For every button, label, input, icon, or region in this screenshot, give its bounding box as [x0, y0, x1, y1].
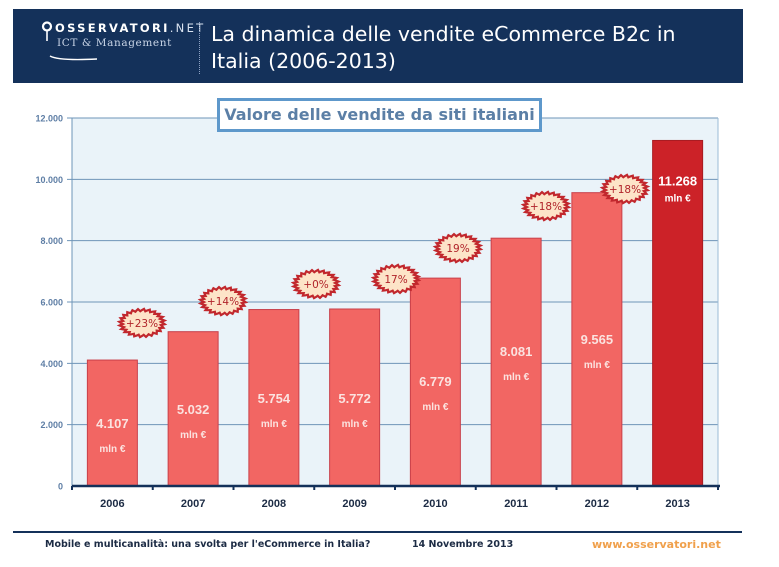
- bar-value-label: 5.754: [258, 391, 291, 406]
- y-tick-label: 6.000: [40, 298, 63, 308]
- footer-presentation-title: Mobile e multicanalità: una svolta per l…: [45, 539, 371, 550]
- growth-badge-label: 17%: [384, 274, 407, 286]
- y-tick-label: 2.000: [40, 420, 63, 430]
- bar-unit-label: mln €: [665, 193, 692, 204]
- x-tick-label: 2010: [423, 498, 447, 510]
- bar-value-label: 4.107: [96, 416, 129, 431]
- x-tick-label: 2011: [504, 498, 528, 510]
- bar-unit-label: mln €: [342, 419, 369, 430]
- growth-badge: [290, 268, 342, 300]
- y-tick-label: 0: [58, 482, 63, 492]
- bar-value-label: 5.032: [177, 402, 210, 417]
- page-title-line-2: Italia (2006-2013): [211, 49, 396, 73]
- growth-badge-label: +23%: [126, 318, 158, 330]
- bar-2010: [409, 277, 461, 487]
- x-tick-label: 2007: [181, 498, 205, 510]
- bar-value-label: 6.779: [419, 374, 452, 389]
- bar-unit-label: mln €: [180, 430, 207, 441]
- bar-value-label: 5.772: [338, 391, 371, 406]
- bar-2008: [248, 309, 300, 487]
- bar-unit-label: mln €: [503, 372, 530, 383]
- x-tick-label: 2009: [342, 498, 366, 510]
- pin-icon: [41, 21, 53, 41]
- growth-badge-label: +14%: [207, 296, 239, 308]
- y-tick-label: 4.000: [40, 359, 63, 369]
- bar-unit-label: mln €: [261, 419, 288, 430]
- footer-date: 14 Novembre 2013: [412, 539, 514, 550]
- header-divider: [199, 22, 200, 74]
- growth-badge: [599, 173, 651, 205]
- bar-2011: [490, 237, 542, 487]
- x-tick-label: 2013: [665, 498, 689, 510]
- growth-badge: [432, 232, 484, 264]
- header-banner: OSSERVATORI.NET ICT & Management La dina…: [13, 9, 743, 83]
- growth-badge-label: +18%: [609, 184, 641, 196]
- growth-badge: [116, 307, 168, 339]
- growth-badge-label: +0%: [303, 279, 328, 291]
- bar-unit-label: mln €: [584, 360, 611, 371]
- y-tick-label: 12.000: [35, 114, 63, 124]
- bar-2013: [652, 139, 704, 487]
- y-tick-label: 10.000: [35, 175, 63, 185]
- logo-subtitle: ICT & Management: [57, 37, 172, 49]
- footer-divider: [13, 531, 742, 533]
- osservatori-logo: OSSERVATORI.NET ICT & Management: [41, 19, 203, 69]
- bar-unit-label: mln €: [99, 444, 126, 455]
- growth-badge-label: +18%: [530, 201, 562, 213]
- growth-badge: [370, 263, 422, 295]
- bar-unit-label: mln €: [422, 402, 449, 413]
- x-tick-label: 2008: [262, 498, 286, 510]
- logo-text: OSSERVATORI.NET: [55, 21, 206, 35]
- growth-badge-label: 19%: [446, 243, 469, 255]
- page-title-line-1: La dinamica delle vendite eCommerce B2c …: [211, 22, 676, 46]
- bar-2012: [571, 192, 623, 487]
- bar-value-label: 11.268: [658, 173, 697, 188]
- page-title: La dinamica delle vendite eCommerce B2c …: [211, 21, 721, 75]
- y-tick-label: 8.000: [40, 236, 63, 246]
- bar-value-label: 8.081: [500, 344, 533, 359]
- growth-badge: [197, 285, 249, 317]
- bar-value-label: 9.565: [581, 332, 614, 347]
- growth-badge: [520, 190, 572, 222]
- footer-website-link[interactable]: www.osservatori.net: [592, 538, 721, 551]
- bar-2007: [167, 331, 219, 487]
- chart-title: Valore delle vendite da siti italiani: [217, 98, 542, 132]
- x-tick-label: 2006: [100, 498, 124, 510]
- swoosh-icon: [49, 55, 98, 61]
- bar-2006: [86, 359, 138, 487]
- x-tick-label: 2012: [585, 498, 609, 510]
